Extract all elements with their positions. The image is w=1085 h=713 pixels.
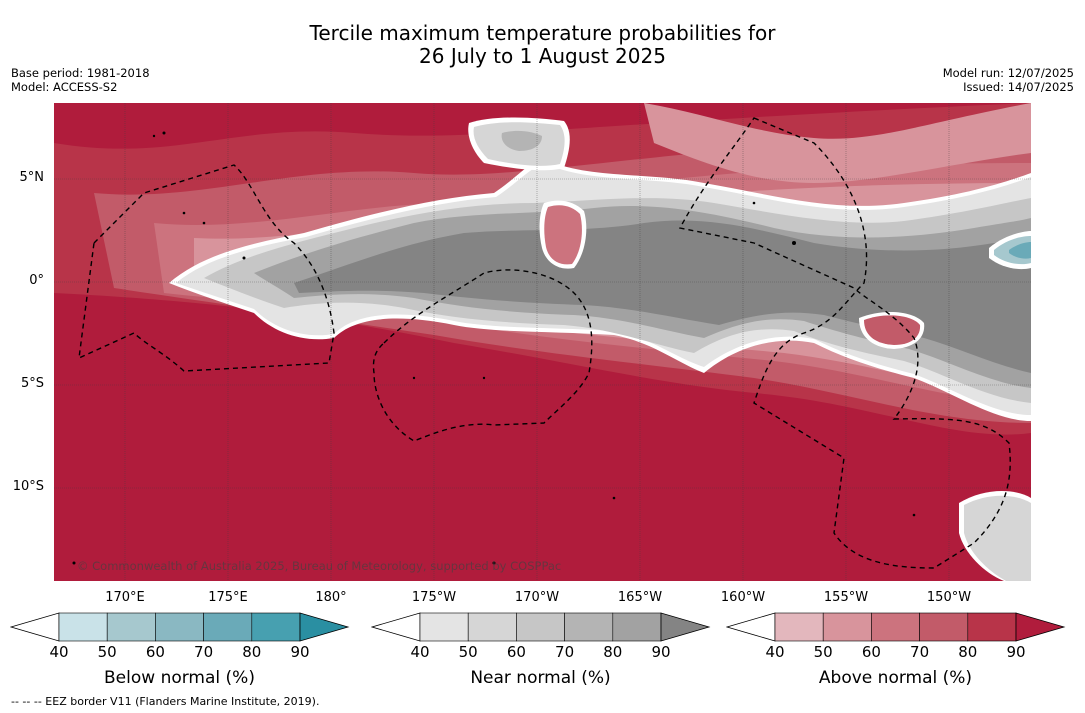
above-east-region: [864, 315, 921, 345]
copyright-notice: © Commonwealth of Australia 2025, Bureau…: [77, 559, 562, 573]
colorbar-segment: [516, 612, 565, 642]
colorbar-segment: [467, 612, 517, 642]
colorbar-tick-label: 50: [458, 643, 478, 661]
colorbar-segment: [612, 612, 662, 642]
colorbar-title: Near normal (%): [470, 668, 611, 688]
colorbar-segment: [919, 612, 969, 642]
colorbar-over-triangle: [1015, 612, 1066, 642]
colorbar-2: [726, 612, 1066, 642]
colorbar-segment: [203, 612, 253, 642]
longitude-label: 175°E: [208, 590, 248, 605]
colorbar-segment: [774, 612, 824, 642]
longitude-label: 170°W: [514, 590, 560, 605]
colorbar-tick-label: 70: [910, 643, 930, 661]
latitude-label: 5°S: [20, 376, 44, 391]
colorbar-segment: [155, 612, 204, 642]
longitude-label: 165°W: [617, 590, 663, 605]
near-north-core: [501, 130, 542, 151]
graticule: [54, 103, 1031, 581]
model-run: Model run: 12/07/2025: [942, 66, 1074, 80]
colorbar-segment: [58, 612, 108, 642]
colorbar-title: Above normal (%): [818, 668, 973, 688]
colorbar-tick-label: 90: [290, 643, 310, 661]
colorbar-segment: [106, 612, 156, 642]
colorbar-under-triangle: [726, 612, 776, 642]
colorbar-segment: [419, 612, 469, 642]
colorbar-over-triangle: [660, 612, 711, 642]
probability-map: [54, 103, 1031, 581]
colorbar-tick-label: 50: [97, 643, 117, 661]
longitude-label: 180°: [315, 590, 347, 605]
colorbar-tick-label: 40: [410, 643, 430, 661]
colorbar-segment: [967, 612, 1017, 642]
colorbar-0: [10, 612, 350, 642]
colorbar-tick-label: 80: [603, 643, 623, 661]
colorbar-tick-label: 90: [1006, 643, 1026, 661]
colorbar-segment: [822, 612, 872, 642]
colorbar-segment: [871, 612, 920, 642]
above-50-north-region: [644, 103, 1031, 183]
colorbar-under-triangle: [371, 612, 421, 642]
colorbar-tick-label: 80: [242, 643, 262, 661]
model-name: Model: ACCESS-S2: [11, 80, 118, 94]
map-canvas: [54, 103, 1031, 581]
colorbar-tick-label: 50: [813, 643, 833, 661]
colorbar-segment: [251, 612, 301, 642]
latitude-label: 10°S: [12, 479, 44, 494]
colorbar-over-triangle: [299, 612, 350, 642]
longitude-label: 155°W: [823, 590, 869, 605]
base-period: Base period: 1981-2018: [11, 66, 150, 80]
title-line-1: Tercile maximum temperature probabilitie…: [309, 21, 776, 45]
colorbar-tick-label: 70: [555, 643, 575, 661]
issued-date: Issued: 14/07/2025: [963, 80, 1074, 94]
meta-right: Model run: 12/07/2025 Issued: 14/07/2025: [943, 66, 1074, 94]
colorbar-title: Below normal (%): [104, 668, 255, 688]
latitude-label: 5°N: [19, 170, 45, 185]
islands: [72, 131, 916, 565]
longitude-label: 150°W: [926, 590, 972, 605]
colorbar-tick-label: 80: [958, 643, 978, 661]
longitude-label: 175°W: [411, 590, 457, 605]
latitude-label: 0°: [29, 273, 44, 288]
title-line-2: 26 July to 1 August 2025: [419, 44, 666, 68]
near-90-region: [294, 220, 1031, 373]
colorbar-tick-label: 60: [861, 643, 881, 661]
colorbar-tick-label: 60: [145, 643, 165, 661]
eez-legend-note: -- -- -- EEZ border V11 (Flanders Marine…: [11, 695, 320, 708]
longitude-label: 160°W: [720, 590, 766, 605]
colorbar-tick-label: 70: [194, 643, 214, 661]
map-title: Tercile maximum temperature probabilitie…: [0, 22, 1085, 68]
colorbar-tick-label: 60: [506, 643, 526, 661]
colorbar-segment: [564, 612, 614, 642]
longitude-label: 170°E: [105, 590, 145, 605]
meta-left: Base period: 1981-2018 Model: ACCESS-S2: [11, 66, 150, 94]
colorbar-tick-label: 40: [49, 643, 69, 661]
near-southeast-region: [964, 495, 1031, 581]
above-patch-region: [544, 205, 582, 265]
colorbar-under-triangle: [10, 612, 60, 642]
below-patch-core: [1009, 242, 1031, 259]
eez-borders: [78, 117, 1011, 569]
colorbar-tick-label: 90: [651, 643, 671, 661]
colorbar-1: [371, 612, 711, 642]
colorbar-tick-label: 40: [765, 643, 785, 661]
